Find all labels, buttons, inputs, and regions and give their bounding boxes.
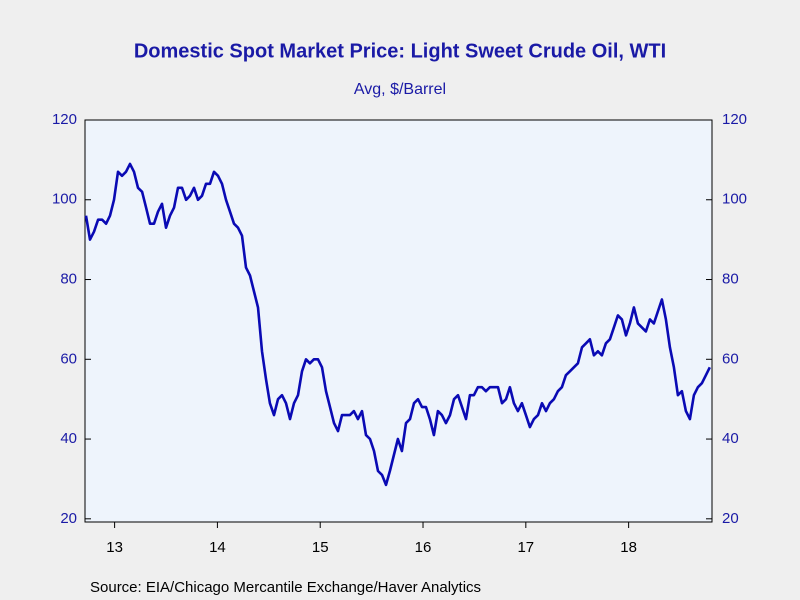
- y-tick-label: 80: [60, 270, 77, 287]
- price-line: [84, 162, 711, 487]
- plot-area: [84, 119, 713, 523]
- y-tick-label: 100: [52, 191, 77, 208]
- x-tick-label: 15: [312, 539, 329, 556]
- x-tick-label: 17: [517, 539, 534, 556]
- x-tick-label: 14: [209, 539, 226, 556]
- y2-tick-label: 20: [722, 510, 739, 527]
- y-tick-label: 60: [60, 350, 77, 367]
- x-tick-label: 13: [106, 539, 123, 556]
- y2-tick-label: 40: [722, 430, 739, 447]
- y2-tick-label: 60: [722, 350, 739, 367]
- chart-subtitle: Avg, $/Barrel: [354, 81, 446, 98]
- y-tick-label: 40: [60, 430, 77, 447]
- y2-tick-label: 120: [722, 111, 747, 128]
- source-note: Source: EIA/Chicago Mercantile Exchange/…: [90, 579, 481, 596]
- y-tick-label: 20: [60, 510, 77, 527]
- x-tick-label: 18: [620, 539, 637, 556]
- y2-tick-label: 100: [722, 191, 747, 208]
- chart-title: Domestic Spot Market Price: Light Sweet …: [134, 40, 666, 62]
- x-tick-label: 16: [415, 539, 432, 556]
- y2-tick-label: 80: [722, 270, 739, 287]
- y-tick-label: 120: [52, 111, 77, 128]
